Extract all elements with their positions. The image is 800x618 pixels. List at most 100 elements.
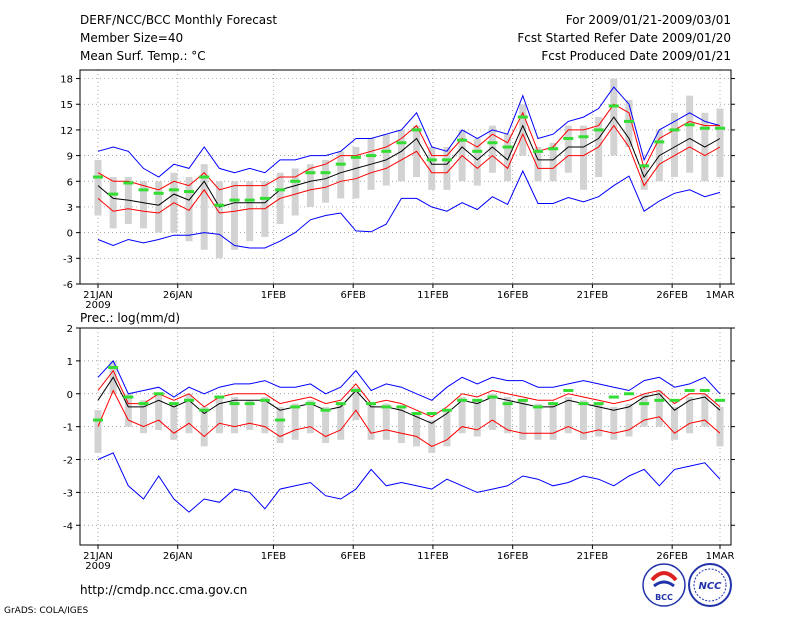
y-tick-label: 1 bbox=[67, 357, 73, 368]
ensemble-marker bbox=[335, 402, 346, 406]
ensemble-marker bbox=[108, 365, 119, 369]
spread-bar bbox=[625, 403, 633, 437]
footer-credit: GrADS: COLA/IGES bbox=[4, 606, 88, 616]
x-tick-label: 11FEB bbox=[417, 290, 449, 301]
spread-bar bbox=[185, 177, 193, 242]
y-tick-label: 18 bbox=[60, 75, 73, 86]
ensemble-marker bbox=[578, 402, 589, 406]
spread-bar bbox=[428, 420, 436, 453]
spread-bar bbox=[564, 125, 572, 173]
spread-bar bbox=[428, 147, 436, 190]
spread-bar bbox=[670, 406, 678, 440]
ensemble-marker bbox=[350, 388, 361, 392]
spread-bar bbox=[367, 403, 375, 440]
ensemble-marker bbox=[639, 164, 650, 168]
spread-bar bbox=[337, 403, 345, 440]
x-tick-year: 2009 bbox=[85, 300, 110, 311]
ensemble-marker bbox=[502, 145, 513, 149]
spread-bar bbox=[215, 397, 223, 434]
spread-bar bbox=[488, 125, 496, 173]
ensemble-marker bbox=[623, 119, 634, 123]
ensemble-marker bbox=[654, 140, 665, 144]
x-tick-label: 1FEB bbox=[261, 551, 286, 562]
y-tick-label: 3 bbox=[67, 203, 73, 214]
y-tick-label: -3 bbox=[63, 488, 73, 499]
spread-bar bbox=[352, 387, 360, 421]
ensemble-marker bbox=[214, 395, 225, 399]
x-tick-label: 6FEB bbox=[341, 290, 366, 301]
ensemble-marker bbox=[502, 402, 513, 406]
ensemble-marker bbox=[275, 188, 286, 192]
ensemble-marker bbox=[517, 398, 528, 402]
spread-bar bbox=[246, 181, 254, 242]
x-tick-label: 6FEB bbox=[341, 551, 366, 562]
spread-bar bbox=[504, 397, 512, 434]
ensemble-marker bbox=[669, 128, 680, 132]
spread-bar bbox=[458, 397, 466, 434]
ensemble-marker bbox=[259, 398, 270, 402]
series-line-max bbox=[97, 360, 721, 401]
ensemble-marker bbox=[396, 405, 407, 409]
ensemble-marker bbox=[366, 154, 377, 158]
x-tick-label: 26FEB bbox=[656, 290, 688, 301]
ensemble-marker bbox=[229, 402, 240, 406]
spread-bar bbox=[94, 159, 102, 216]
ensemble-marker bbox=[153, 392, 164, 396]
spread-bar bbox=[488, 393, 496, 430]
y-tick-label: 0 bbox=[67, 229, 73, 240]
spread-bar bbox=[640, 393, 648, 427]
spread-bar bbox=[276, 406, 284, 444]
series-line-lower bbox=[97, 124, 721, 214]
ensemble-marker bbox=[290, 405, 301, 409]
ensemble-marker bbox=[426, 411, 437, 415]
spread-bar bbox=[610, 406, 618, 440]
ensemble-marker bbox=[639, 402, 650, 406]
ensemble-marker bbox=[593, 402, 604, 406]
spread-bar bbox=[94, 410, 102, 453]
ensemble-marker bbox=[320, 171, 331, 175]
bcc-logo: BCC bbox=[642, 563, 686, 607]
ensemble-marker bbox=[623, 392, 634, 396]
ensemble-marker bbox=[138, 402, 149, 406]
ensemble-marker bbox=[548, 147, 559, 151]
footer-url[interactable]: http://cmdp.ncc.cma.gov.cn bbox=[80, 583, 247, 597]
spread-bar bbox=[534, 403, 542, 440]
header-period: For 2009/01/21-2009/03/01 bbox=[566, 13, 731, 27]
x-tick-label: 1FEB bbox=[261, 290, 286, 301]
spread-bar bbox=[655, 390, 663, 427]
y-tick-label: -4 bbox=[63, 521, 73, 532]
series-line-upper bbox=[97, 369, 721, 418]
x-tick-label: 21FEB bbox=[577, 290, 609, 301]
spread-bar bbox=[337, 151, 345, 199]
ensemble-marker bbox=[184, 398, 195, 402]
spread-bar bbox=[155, 181, 163, 233]
spread-bar bbox=[595, 403, 603, 437]
spread-bar bbox=[246, 400, 254, 430]
ncc-logo: NCC bbox=[688, 563, 732, 607]
ensemble-markers bbox=[93, 365, 725, 422]
spread-bar bbox=[413, 413, 421, 447]
spread-bar bbox=[231, 181, 239, 250]
spread-bar bbox=[261, 397, 269, 434]
ensemble-marker bbox=[381, 149, 392, 153]
ensemble-marker bbox=[487, 141, 498, 145]
ensemble-marker bbox=[563, 388, 574, 392]
spread-bar bbox=[473, 138, 481, 186]
series-line-max bbox=[97, 86, 721, 178]
spread-bar bbox=[549, 403, 557, 440]
header-title: DERF/NCC/BCC Monthly Forecast bbox=[80, 13, 277, 27]
ensemble-marker bbox=[699, 388, 710, 392]
ensemble-marker bbox=[457, 138, 468, 142]
spread-bar bbox=[579, 400, 587, 440]
ensemble-marker bbox=[487, 395, 498, 399]
bcc-logo-text: BCC bbox=[655, 593, 673, 602]
spread-bar bbox=[322, 406, 330, 444]
spread-bar bbox=[473, 400, 481, 437]
ensemble-spread-bars bbox=[94, 360, 724, 453]
ensemble-marker bbox=[411, 411, 422, 415]
y-tick-label: 6 bbox=[67, 177, 73, 188]
header-produced-date: Fcst Produced Date 2009/01/21 bbox=[541, 49, 731, 63]
ensemble-marker bbox=[472, 149, 483, 153]
